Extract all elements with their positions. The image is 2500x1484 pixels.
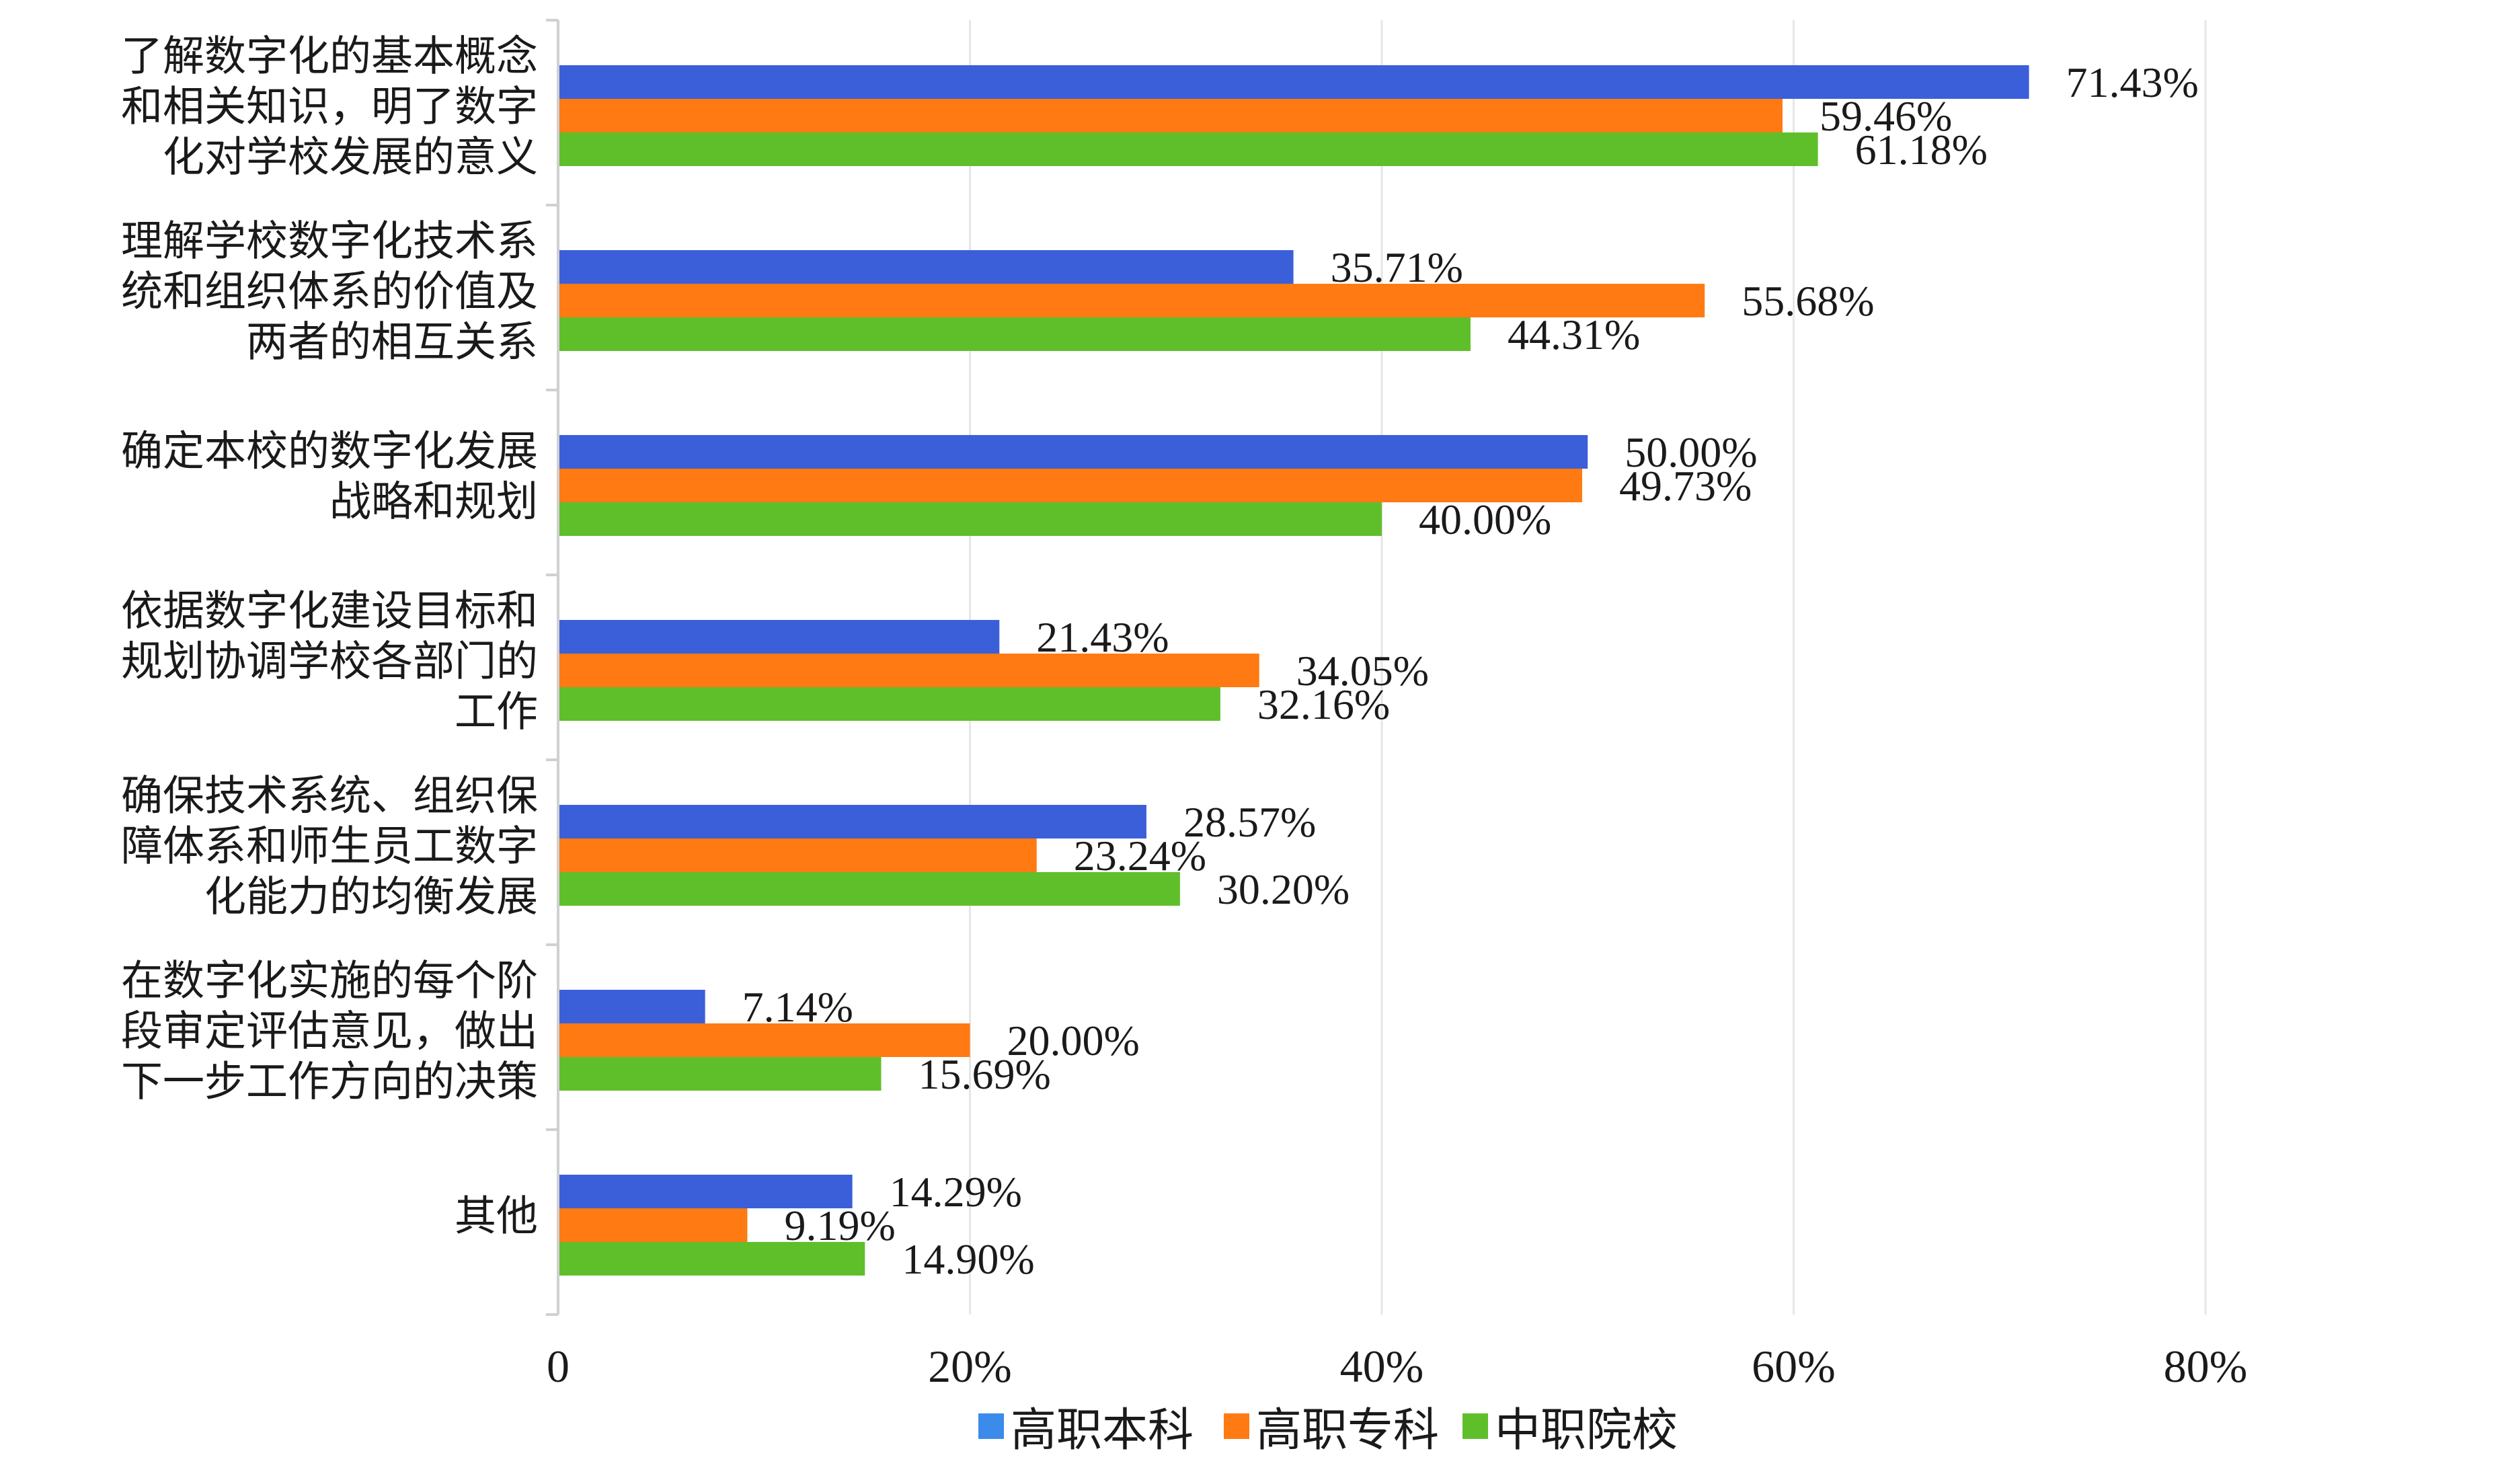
x-tick-label: 60% xyxy=(1752,1341,1836,1392)
data-label: 55.68% xyxy=(1742,277,1874,325)
bar-3-6 xyxy=(558,1057,882,1091)
category-label-line: 战略和规划 xyxy=(329,477,538,526)
data-label: 15.69% xyxy=(919,1050,1051,1098)
bar-2-6 xyxy=(558,1023,970,1057)
bar-3-4 xyxy=(558,687,1220,721)
legend: 高职本科 高职专科 中职院校 xyxy=(978,1404,1678,1457)
data-label: 50.00% xyxy=(1625,428,1757,476)
bar-1-4 xyxy=(558,620,1000,654)
data-label: 35.71% xyxy=(1331,243,1463,291)
category-label-line: 下一步工作方向的决策 xyxy=(121,1057,538,1106)
category-label: 确保技术系统、组织保障体系和师生员工数字化能力的均衡发展 xyxy=(121,771,538,921)
category-label-line: 理解学校数字化技术系 xyxy=(121,217,538,266)
bar-3-2 xyxy=(558,317,1471,351)
bar-1-6 xyxy=(558,990,705,1023)
category-label: 确定本校的数字化发展战略和规划 xyxy=(121,426,538,526)
bar-1-2 xyxy=(558,250,1294,284)
bar-1-3 xyxy=(558,435,1588,469)
bar-1-7 xyxy=(558,1175,853,1208)
category-label-line: 在数字化实施的每个阶 xyxy=(121,956,538,1005)
category-label-line: 障体系和师生员工数字 xyxy=(121,822,538,871)
data-label: 9.19% xyxy=(784,1202,895,1249)
data-label: 20.00% xyxy=(1007,1017,1140,1064)
data-label: 71.43% xyxy=(2066,58,2199,106)
legend-entry: 高职本科 xyxy=(1011,1404,1194,1457)
category-label-line: 和相关知识，明了数字 xyxy=(121,82,538,131)
legend-swatch xyxy=(1224,1413,1249,1439)
category-label: 在数字化实施的每个阶段审定评估意见，做出下一步工作方向的决策 xyxy=(121,956,538,1106)
bars xyxy=(558,65,2029,1276)
legend-swatch xyxy=(1462,1413,1488,1439)
data-label: 30.20% xyxy=(1217,865,1350,913)
x-tick-label: 0 xyxy=(547,1341,570,1392)
category-label-line: 确保技术系统、组织保 xyxy=(121,771,538,820)
x-tick-label: 80% xyxy=(2164,1341,2248,1392)
data-label: 32.16% xyxy=(1257,680,1390,728)
legend-swatch xyxy=(978,1413,1004,1439)
data-label: 44.31% xyxy=(1508,311,1640,358)
bar-3-1 xyxy=(558,132,1818,166)
axis xyxy=(546,19,559,1316)
data-label: 21.43% xyxy=(1036,613,1169,661)
category-label-line: 工作 xyxy=(455,687,538,736)
bar-2-1 xyxy=(558,99,1783,132)
bar-2-4 xyxy=(558,654,1259,687)
category-label-line: 化对学校发展的意义 xyxy=(163,132,538,182)
legend-entry: 高职专科 xyxy=(1256,1404,1439,1457)
x-tick-labels: 0 20% 40% 60% 80% xyxy=(547,1341,2247,1392)
x-tick-label: 40% xyxy=(1340,1341,1424,1392)
data-label: 14.90% xyxy=(902,1235,1034,1283)
category-labels: 了解数字化的基本概念和相关知识，明了数字化对学校发展的意义理解学校数字化技术系统… xyxy=(121,32,538,1241)
category-label: 依据数字化建设目标和规划协调学校各部门的工作 xyxy=(121,586,538,736)
data-label: 7.14% xyxy=(742,983,853,1031)
bar-1-5 xyxy=(558,805,1146,838)
category-label: 其他 xyxy=(455,1192,538,1241)
bar-2-2 xyxy=(558,284,1705,317)
category-label-line: 确定本校的数字化发展 xyxy=(121,426,538,475)
data-label: 14.29% xyxy=(890,1168,1022,1216)
data-label: 34.05% xyxy=(1296,647,1429,695)
category-label-line: 两者的相互关系 xyxy=(246,317,538,366)
category-label-line: 段审定评估意见，做出 xyxy=(121,1007,538,1056)
data-label: 40.00% xyxy=(1419,496,1551,543)
category-label: 了解数字化的基本概念和相关知识，明了数字化对学校发展的意义 xyxy=(121,32,538,182)
data-label: 59.46% xyxy=(1820,92,1952,140)
bar-3-7 xyxy=(558,1242,865,1276)
bar-1-1 xyxy=(558,65,2029,99)
data-label: 61.18% xyxy=(1855,126,1988,173)
bar-3-3 xyxy=(558,502,1382,536)
category-label: 理解学校数字化技术系统和组织体系的价值及两者的相互关系 xyxy=(121,217,538,366)
category-label-line: 统和组织体系的价值及 xyxy=(121,267,538,316)
category-label-line: 依据数字化建设目标和 xyxy=(121,586,538,635)
category-label-line: 化能力的均衡发展 xyxy=(204,872,538,921)
bar-2-5 xyxy=(558,838,1037,872)
data-label: 49.73% xyxy=(1619,462,1752,510)
bar-3-5 xyxy=(558,872,1180,906)
bar-2-3 xyxy=(558,469,1582,502)
legend-entry: 中职院校 xyxy=(1495,1404,1678,1457)
category-label-line: 规划协调学校各部门的 xyxy=(121,637,538,686)
category-label-line: 其他 xyxy=(455,1192,538,1241)
data-label: 23.24% xyxy=(1074,832,1206,880)
x-tick-label: 20% xyxy=(928,1341,1012,1392)
value-labels: 71.43% 59.46%61.18% 35.71% 55.68% 44.31% 50.0… xyxy=(742,58,2199,1283)
category-label-line: 了解数字化的基本概念 xyxy=(121,32,538,81)
bar-2-7 xyxy=(558,1208,748,1242)
data-label: 28.57% xyxy=(1183,798,1316,846)
